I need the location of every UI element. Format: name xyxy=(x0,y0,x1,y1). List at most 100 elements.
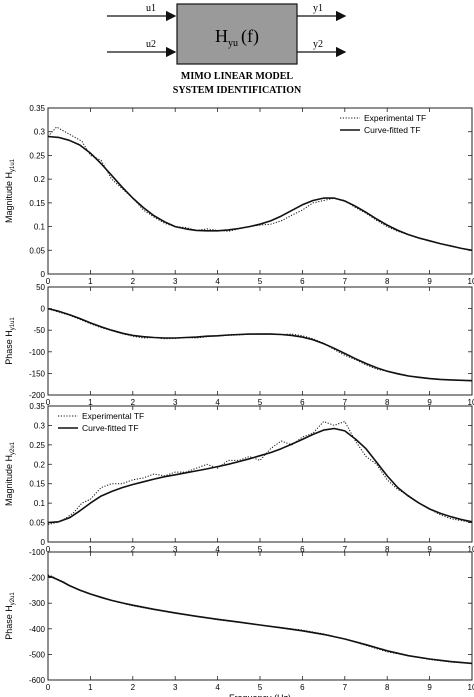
x-tick-label: 10 xyxy=(468,277,474,286)
legend-label: Experimental TF xyxy=(82,411,144,421)
series-line-experimental xyxy=(47,421,473,525)
x-tick-label: 7 xyxy=(343,683,348,692)
x-tick-label: 6 xyxy=(300,277,305,286)
y-tick-label: -500 xyxy=(29,650,46,659)
x-tick-label: 4 xyxy=(215,277,220,286)
x-tick-label: 3 xyxy=(173,277,178,286)
series-line-curve-fitted xyxy=(47,307,473,382)
x-tick-label: 4 xyxy=(215,545,220,554)
input-label-u1: u1 xyxy=(146,3,156,14)
x-tick-label: 6 xyxy=(300,545,305,554)
x-tick-label: 7 xyxy=(343,398,348,407)
y-tick-label: -200 xyxy=(29,391,46,400)
x-tick-label: 0 xyxy=(46,398,51,407)
series-line-curve-fitted xyxy=(47,427,473,524)
x-tick-label: 1 xyxy=(88,398,93,407)
input-label-u2: u2 xyxy=(146,39,156,50)
chart-panel-4: 012345678910-600-500-400-300-200-100Phas… xyxy=(4,548,474,697)
y-axis-label-subscript: y1u1 xyxy=(10,317,16,331)
output-label-y2: y2 xyxy=(313,39,323,50)
y-tick-label: 0.1 xyxy=(34,223,46,232)
y-tick-label: 0.05 xyxy=(29,246,45,255)
y-axis-label-main: Phase H xyxy=(4,330,14,365)
plot-frame xyxy=(47,286,473,396)
y-tick-label: -400 xyxy=(29,625,46,634)
y-tick-label: -300 xyxy=(29,599,46,608)
x-tick-label: 5 xyxy=(258,277,263,286)
x-tick-label: 9 xyxy=(427,398,432,407)
x-tick-label: 2 xyxy=(131,277,136,286)
legend: Experimental TF Curve-fitted TF xyxy=(340,113,426,135)
x-tick-label: 3 xyxy=(173,545,178,554)
chart-panel-3: 0 1 2 3 4 5 6 7 8 9 10 0 0.05 0.1 0.15 0.2 0.25 0.3 0.35 Ma… xyxy=(4,402,474,554)
y-tick-label: -50 xyxy=(33,326,45,335)
chart-panels: 01234567891000.050.10.150.20.250.30.35Ma… xyxy=(4,104,474,697)
legend-label: Curve-fitted TF xyxy=(82,423,139,433)
x-tick-label: 2 xyxy=(131,545,136,554)
x-tick-label: 2 xyxy=(131,398,136,407)
plot-frame xyxy=(47,551,473,681)
y-tick-label: 0.15 xyxy=(29,480,45,489)
x-tick-label: 5 xyxy=(258,545,263,554)
y-tick-label: 0.35 xyxy=(29,104,45,113)
y-tick-label: -100 xyxy=(29,348,46,357)
caption-line-1: MIMO LINEAR MODEL xyxy=(181,71,294,82)
x-tick-label: 2 xyxy=(131,683,136,692)
y-axis-label: Phase Hy1u1 xyxy=(4,317,16,365)
y-tick-label: 0 xyxy=(41,305,46,314)
x-tick-label: 5 xyxy=(258,398,263,407)
y-axis-label: Magnitude Hy2u1 xyxy=(4,441,16,506)
chart-panel-2: 0 1 2 3 4 5 6 7 8 9 10 -200 -150 -100 -50 0 50 Phase Hy1u… xyxy=(4,283,474,407)
legend-label: Curve-fitted TF xyxy=(364,125,421,135)
x-tick-label: 10 xyxy=(468,683,474,692)
x-tick-label: 9 xyxy=(427,277,432,286)
y-tick-label: 0.25 xyxy=(29,151,45,160)
caption-line-2: SYSTEM IDENTIFICATION xyxy=(173,85,302,96)
y-tick-label: 0.15 xyxy=(29,199,45,208)
y-tick-label: 0 xyxy=(41,270,46,279)
block-label: Hyu (f) xyxy=(215,26,259,49)
y-axis-label-subscript: y2u1 xyxy=(10,441,16,455)
x-tick-label: 10 xyxy=(468,545,474,554)
x-tick-label: 10 xyxy=(468,398,474,407)
x-tick-label: 8 xyxy=(385,398,390,407)
y-tick-label: 0.1 xyxy=(34,499,46,508)
series-line-experimental xyxy=(47,574,473,664)
x-tick-label: 4 xyxy=(215,398,220,407)
y-tick-label: 0.3 xyxy=(34,128,46,137)
x-tick-label: 1 xyxy=(88,545,93,554)
legend: Experimental TF Curve-fitted TF xyxy=(58,411,144,433)
mimo-block-diagram: Hyu (f) u1 u2 y1 y2 MIMO LINEAR MODEL SYS… xyxy=(107,3,347,96)
y-tick-label: -600 xyxy=(29,676,46,685)
y-axis-label: Magnitude Hy1u1 xyxy=(4,158,16,223)
x-tick-label: 1 xyxy=(88,277,93,286)
x-axis-label: Frequency (Hz) xyxy=(229,693,291,697)
y-axis-label-subscript: y1u1 xyxy=(10,158,16,172)
y-tick-label: 0.35 xyxy=(29,402,45,411)
x-tick-label: 4 xyxy=(215,683,220,692)
x-tick-label: 7 xyxy=(343,277,348,286)
x-tick-label: 9 xyxy=(427,545,432,554)
x-tick-label: 1 xyxy=(88,683,93,692)
x-tick-label: 3 xyxy=(173,683,178,692)
series-line-curve-fitted xyxy=(47,135,473,252)
y-tick-label: 0.2 xyxy=(34,175,46,184)
x-tick-label: 8 xyxy=(385,277,390,286)
y-tick-label: 0.2 xyxy=(34,460,46,469)
y-tick-label: 0.05 xyxy=(29,519,45,528)
y-axis-label-subscript: y2u1 xyxy=(10,592,16,606)
y-tick-label: -200 xyxy=(29,574,46,583)
x-tick-label: 6 xyxy=(300,398,305,407)
x-tick-label: 9 xyxy=(427,683,432,692)
series-line-curve-fitted xyxy=(47,575,473,665)
x-tick-label: 0 xyxy=(46,277,51,286)
legend-label: Experimental TF xyxy=(364,113,426,123)
y-tick-label: 0.3 xyxy=(34,421,46,430)
y-axis-label-main: Magnitude H xyxy=(4,172,14,223)
x-tick-label: 0 xyxy=(46,683,51,692)
x-tick-label: 3 xyxy=(173,398,178,407)
y-axis-label-main: Magnitude H xyxy=(4,455,14,506)
y-tick-label: 0 xyxy=(41,538,46,547)
y-tick-label: -100 xyxy=(29,548,46,557)
x-tick-label: 0 xyxy=(46,545,51,554)
